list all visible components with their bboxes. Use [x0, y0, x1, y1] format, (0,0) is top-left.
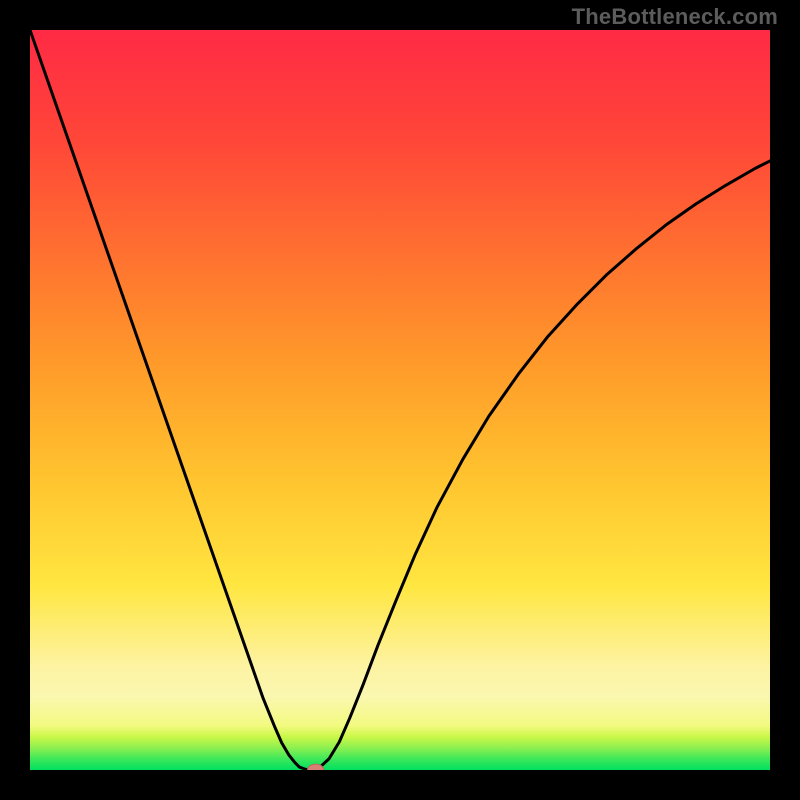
plot-area	[30, 30, 770, 770]
chart-frame: TheBottleneck.com	[0, 0, 800, 800]
gradient-background	[30, 30, 770, 770]
plot-svg	[30, 30, 770, 770]
watermark-text: TheBottleneck.com	[572, 4, 778, 30]
